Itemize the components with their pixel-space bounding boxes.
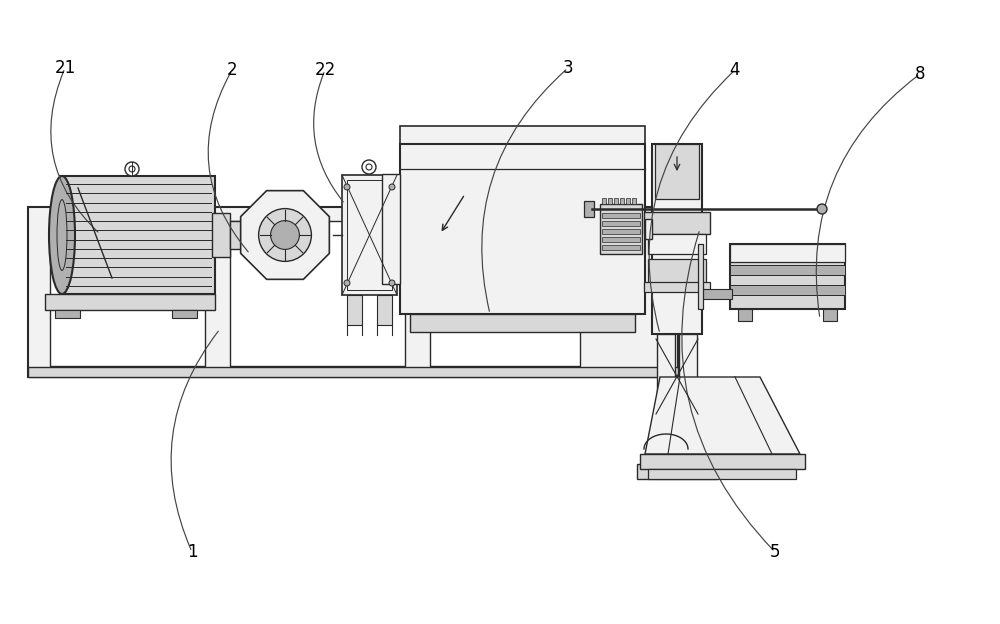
Bar <box>738 309 752 321</box>
Bar <box>377 295 392 325</box>
Bar <box>347 180 392 290</box>
Ellipse shape <box>49 176 75 294</box>
Bar <box>644 212 710 234</box>
Bar <box>644 282 710 292</box>
Polygon shape <box>241 191 329 280</box>
Bar <box>60 176 215 294</box>
Circle shape <box>271 221 299 250</box>
Bar <box>698 244 703 309</box>
Bar <box>342 175 397 295</box>
Text: 5: 5 <box>770 543 780 561</box>
Bar <box>30 301 675 339</box>
Bar <box>608 198 612 204</box>
Bar <box>730 285 845 295</box>
Polygon shape <box>645 377 800 454</box>
Bar <box>230 221 405 366</box>
Bar <box>730 265 845 275</box>
Bar <box>230 221 250 249</box>
Bar <box>382 174 400 284</box>
Bar <box>700 289 732 299</box>
Bar <box>614 198 618 204</box>
Circle shape <box>129 166 135 172</box>
Bar <box>602 198 606 204</box>
Bar <box>648 234 706 254</box>
Bar <box>620 198 624 204</box>
Text: 3: 3 <box>563 59 573 77</box>
Circle shape <box>125 162 139 176</box>
Text: 8: 8 <box>915 65 925 83</box>
Bar <box>730 244 845 262</box>
Bar <box>632 198 636 204</box>
Bar <box>212 213 230 257</box>
Bar <box>645 219 652 239</box>
Bar <box>602 237 640 242</box>
Bar <box>602 213 640 218</box>
Text: 22: 22 <box>314 61 336 79</box>
Bar <box>28 207 678 377</box>
Circle shape <box>259 208 311 261</box>
Bar <box>626 198 630 204</box>
Bar <box>648 259 706 284</box>
Circle shape <box>344 184 350 190</box>
Bar <box>823 309 837 321</box>
Bar <box>400 126 645 144</box>
Bar <box>602 229 640 234</box>
Bar <box>584 201 594 217</box>
Bar <box>55 310 80 318</box>
Text: 2: 2 <box>227 61 237 79</box>
Text: 4: 4 <box>730 61 740 79</box>
Circle shape <box>362 160 376 174</box>
Bar <box>410 314 635 332</box>
Bar <box>28 367 678 377</box>
Bar <box>600 204 642 254</box>
Text: 21: 21 <box>54 59 76 77</box>
Bar <box>172 310 197 318</box>
Circle shape <box>344 280 350 286</box>
Bar <box>347 295 362 325</box>
Bar <box>730 244 845 309</box>
Bar <box>655 144 699 199</box>
Bar <box>400 144 645 314</box>
Circle shape <box>366 164 372 170</box>
Bar <box>640 454 805 469</box>
Bar <box>602 221 640 226</box>
Bar <box>648 469 796 479</box>
Bar <box>679 334 697 454</box>
Bar <box>637 464 717 479</box>
Bar <box>430 221 580 366</box>
Circle shape <box>817 204 827 214</box>
Bar <box>652 144 702 334</box>
Bar <box>50 221 205 366</box>
Text: 1: 1 <box>187 543 197 561</box>
Bar <box>45 294 215 310</box>
Circle shape <box>389 184 395 190</box>
Circle shape <box>389 280 395 286</box>
Bar <box>644 454 710 464</box>
Bar <box>602 245 640 250</box>
Bar <box>657 334 675 454</box>
Bar <box>397 227 417 243</box>
Bar <box>30 339 675 377</box>
